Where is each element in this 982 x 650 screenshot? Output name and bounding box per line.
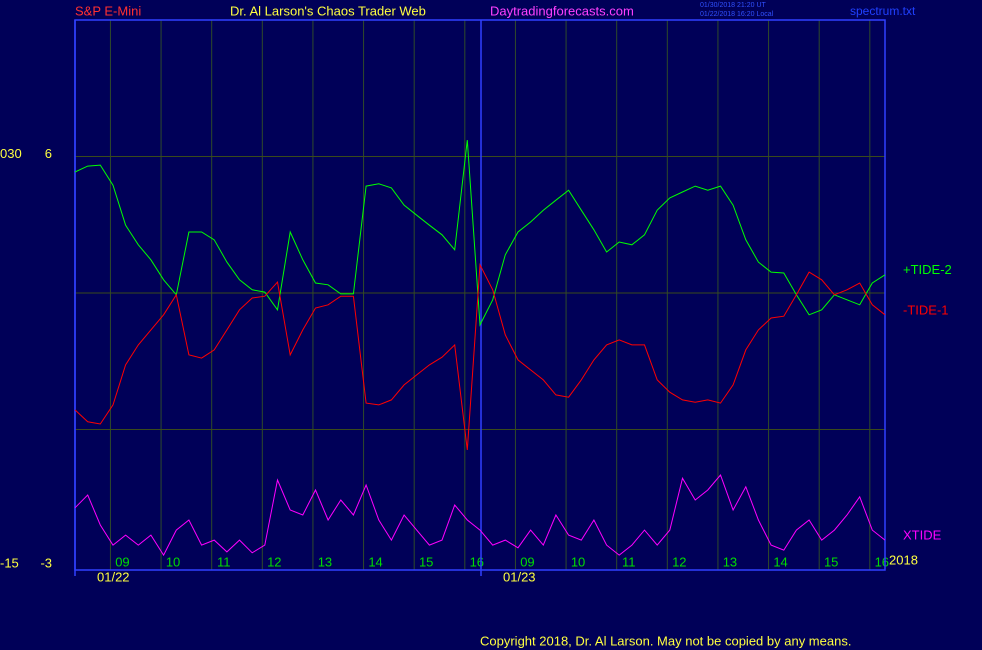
x-tick-label: 10	[571, 554, 585, 569]
x-tick-label: 11	[217, 554, 231, 569]
file-name: spectrum.txt	[850, 4, 916, 18]
series-line	[74, 140, 886, 327]
plot-border	[74, 19, 886, 571]
x-tick-label: 16	[875, 554, 889, 569]
copyright: Copyright 2018, Dr. Al Larson. May not b…	[480, 633, 851, 648]
x-tick-label: 16	[470, 554, 484, 569]
x-tick-label: 09	[520, 554, 534, 569]
x-tick-label: 12	[672, 554, 686, 569]
y2-tick-label: 030	[0, 146, 22, 161]
symbol: S&P E-Mini	[75, 3, 141, 18]
series-line	[74, 474, 886, 557]
year-label: 2018	[889, 552, 918, 567]
y2-tick-label: -15	[0, 555, 19, 570]
date-label: 01/23	[503, 569, 536, 584]
site-title: Dr. Al Larson's Chaos Trader Web	[230, 3, 426, 18]
x-tick-label: 14	[773, 554, 787, 569]
x-tick-label: 13	[318, 554, 332, 569]
x-tick-label: 15	[419, 554, 433, 569]
x-tick-label: 12	[267, 554, 281, 569]
series-label: -TIDE-1	[903, 302, 949, 317]
stamp: 01/30/2018 21:20 UT	[700, 2, 766, 9]
x-tick-label: 13	[723, 554, 737, 569]
site-url: Daytradingforecasts.com	[490, 3, 634, 18]
series-label: +TIDE-2	[903, 262, 952, 277]
series-label: XTIDE	[903, 528, 942, 543]
x-tick-label: 10	[166, 554, 180, 569]
x-tick-label: 09	[115, 554, 129, 569]
date-label: 01/22	[97, 569, 130, 584]
x-tick-label: 14	[368, 554, 382, 569]
series-line	[74, 262, 886, 451]
y-tick-label: -3	[40, 555, 52, 570]
x-tick-label: 11	[622, 554, 636, 569]
x-tick-label: 15	[824, 554, 838, 569]
y-tick-label: 6	[45, 146, 52, 161]
stamp: 01/22/2018 16:20 Local	[700, 11, 774, 18]
